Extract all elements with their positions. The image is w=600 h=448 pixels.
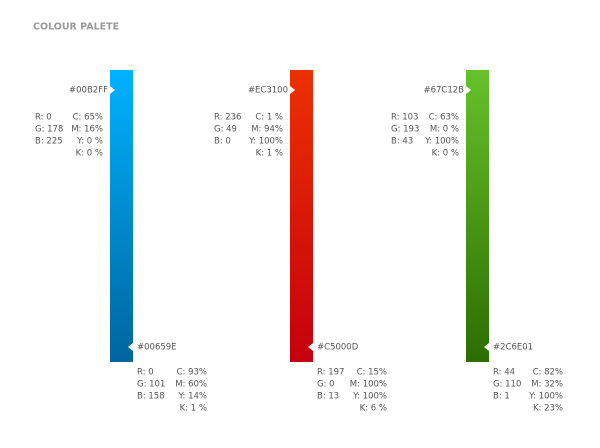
page-title: COLOUR PALETE <box>33 22 119 33</box>
notch <box>290 86 295 94</box>
hex-label: #67C12B <box>423 86 464 96</box>
rgb-value: R: 0 <box>137 368 154 378</box>
cmyk-value: Y: 100% <box>352 392 387 402</box>
notch <box>466 86 471 94</box>
hex-label: #EC3100 <box>248 86 288 96</box>
cmyk-value: M: 32% <box>531 380 563 390</box>
rgb-value: B: 225 <box>35 137 63 147</box>
rgb-value: R: 197 <box>317 368 344 378</box>
cmyk-value: M: 60% <box>175 380 207 390</box>
rgb-value: B: 13 <box>317 392 339 402</box>
cmyk-value: C: 82% <box>533 368 563 378</box>
rgb-value: G: 0 <box>317 380 335 390</box>
cmyk-value: M: 100% <box>350 380 387 390</box>
cmyk-value: M: 94% <box>251 125 283 135</box>
notch <box>110 86 115 94</box>
cmyk-value: C: 65% <box>73 113 103 123</box>
rgb-value: B: 1 <box>493 392 510 402</box>
cmyk-value: C: 15% <box>357 368 387 378</box>
colour-bar <box>466 70 489 362</box>
cmyk-value: M: 0 % <box>430 125 459 135</box>
cmyk-value: K: 1 % <box>180 404 207 414</box>
cmyk-value: K: 1 % <box>256 149 283 159</box>
cmyk-value: C: 1 % <box>255 113 283 123</box>
hex-label: #C5000D <box>317 343 359 353</box>
rgb-value: G: 178 <box>35 125 63 135</box>
hex-label: #2C6E01 <box>493 343 533 353</box>
rgb-value: R: 103 <box>391 113 418 123</box>
rgb-value: G: 101 <box>137 380 165 390</box>
notch <box>308 343 313 351</box>
cmyk-value: K: 23% <box>533 404 563 414</box>
cmyk-value: Y: 14% <box>177 392 207 402</box>
colour-bar <box>110 70 133 362</box>
cmyk-value: C: 93% <box>177 368 207 378</box>
rgb-value: G: 193 <box>391 125 419 135</box>
rgb-value: R: 0 <box>35 113 52 123</box>
rgb-value: R: 236 <box>214 113 241 123</box>
hex-label: #00B2FF <box>69 86 108 96</box>
cmyk-value: Y: 100% <box>424 137 459 147</box>
cmyk-value: Y: 0 % <box>76 137 103 147</box>
colour-bar <box>290 70 313 362</box>
cmyk-value: Y: 100% <box>528 392 563 402</box>
hex-label: #00659E <box>137 343 177 353</box>
cmyk-value: M: 16% <box>71 125 103 135</box>
cmyk-value: Y: 100% <box>248 137 283 147</box>
rgb-value: B: 43 <box>391 137 413 147</box>
cmyk-value: K: 6 % <box>360 404 387 414</box>
cmyk-value: K: 0 % <box>76 149 103 159</box>
cmyk-value: C: 63% <box>429 113 459 123</box>
rgb-value: R: 44 <box>493 368 515 378</box>
cmyk-value: K: 0 % <box>432 149 459 159</box>
notch <box>484 343 489 351</box>
rgb-value: B: 0 <box>214 137 231 147</box>
notch <box>128 343 133 351</box>
rgb-value: B: 158 <box>137 392 165 402</box>
rgb-value: G: 110 <box>493 380 521 390</box>
rgb-value: G: 49 <box>214 125 237 135</box>
